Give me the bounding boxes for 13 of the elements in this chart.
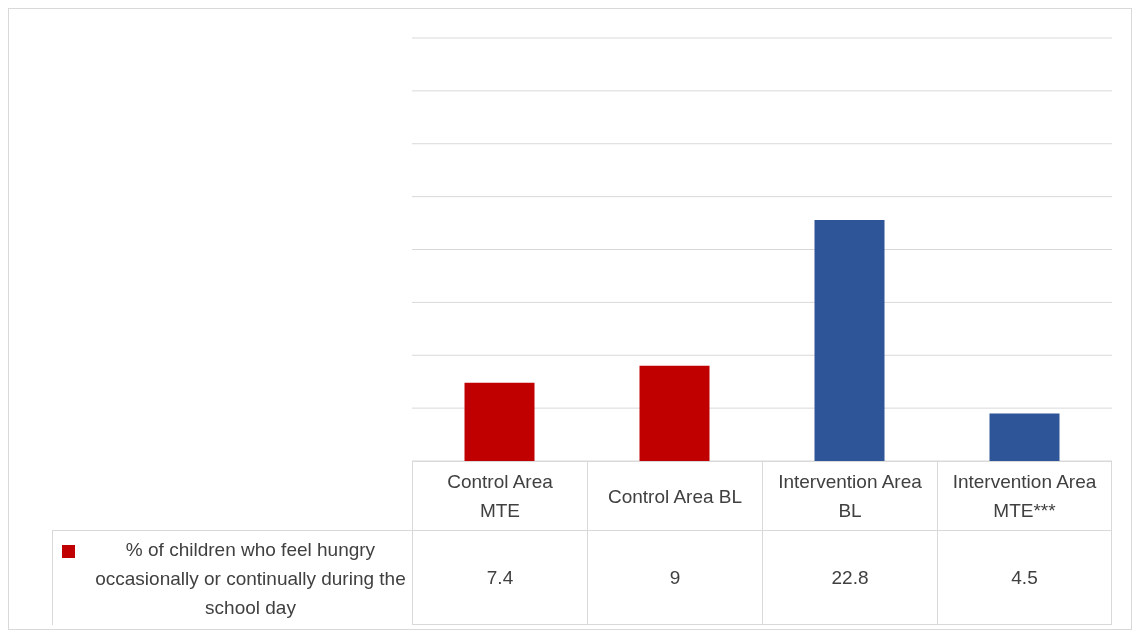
bar [814, 219, 885, 461]
bar [989, 413, 1060, 461]
data-label: 4.5 [937, 530, 1112, 625]
x-tick-label: Intervention Area BL [777, 470, 923, 523]
data-label: 22.8 [762, 530, 937, 625]
x-tick-label: Control Area MTE [446, 470, 554, 523]
bar [464, 382, 535, 461]
bar [639, 365, 710, 461]
data-label: 9 [587, 530, 762, 625]
x-tick-label: Control Area BL [607, 484, 743, 509]
text: % of children who feel hungry occasionally or continually during the school day [95, 537, 407, 620]
x-tick-label: Intervention Area MTE*** [951, 470, 1098, 523]
data-label: 7.4 [412, 530, 587, 625]
